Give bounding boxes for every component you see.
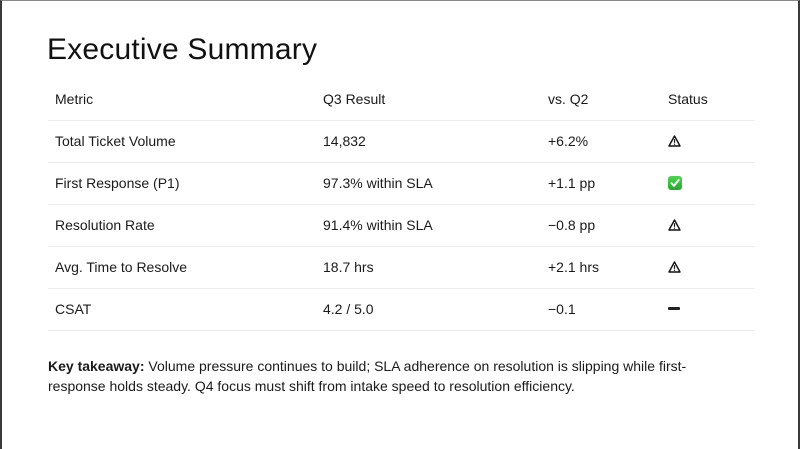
metric-name: CSAT xyxy=(55,301,92,317)
header-vs-q2: vs. Q2 xyxy=(548,91,589,107)
metric-name: First Response (P1) xyxy=(55,175,180,191)
header-q3-result: Q3 Result xyxy=(323,91,386,107)
warning-icon xyxy=(668,261,681,273)
header-metric: Metric xyxy=(55,91,94,107)
table-header-row: Metric Q3 Result vs. Q2 Status xyxy=(48,79,755,121)
vs-q2-change: +1.1 pp xyxy=(548,175,596,191)
takeaway-text: Volume pressure continues to build; SLA … xyxy=(48,358,687,394)
table-row: CSAT 4.2 / 5.0 −0.1 xyxy=(48,289,755,331)
vs-q2-change: −0.1 xyxy=(548,301,576,317)
table-row: First Response (P1) 97.3% within SLA +1.… xyxy=(48,163,755,205)
q3-result: 18.7 hrs xyxy=(323,259,374,275)
warning-icon xyxy=(668,135,681,147)
q3-result: 91.4% within SLA xyxy=(323,217,433,233)
summary-table: Metric Q3 Result vs. Q2 Status Total Tic… xyxy=(48,79,755,331)
q3-result: 97.3% within SLA xyxy=(323,175,433,191)
key-takeaway: Key takeaway: Volume pressure continues … xyxy=(48,356,728,396)
check-icon xyxy=(668,176,682,191)
status-cell xyxy=(668,163,682,204)
vs-q2-change: +2.1 hrs xyxy=(548,259,599,275)
table-row: Total Ticket Volume 14,832 +6.2% xyxy=(48,121,755,163)
table-row: Resolution Rate 91.4% within SLA −0.8 pp xyxy=(48,205,755,247)
page-title: Executive Summary xyxy=(47,33,318,66)
vs-q2-change: −0.8 pp xyxy=(548,217,596,233)
status-cell xyxy=(668,289,680,330)
status-cell xyxy=(668,205,681,246)
warning-icon xyxy=(668,219,681,231)
metric-name: Resolution Rate xyxy=(55,217,155,233)
q3-result: 4.2 / 5.0 xyxy=(323,301,374,317)
status-cell xyxy=(668,247,681,288)
metric-name: Avg. Time to Resolve xyxy=(55,259,188,275)
takeaway-label: Key takeaway: xyxy=(48,358,145,374)
table-row: Avg. Time to Resolve 18.7 hrs +2.1 hrs xyxy=(48,247,755,289)
vs-q2-change: +6.2% xyxy=(548,133,589,149)
status-cell xyxy=(668,121,681,162)
metric-name: Total Ticket Volume xyxy=(55,133,176,149)
q3-result: 14,832 xyxy=(323,133,366,149)
dash-icon xyxy=(668,306,680,310)
header-status: Status xyxy=(668,91,708,107)
